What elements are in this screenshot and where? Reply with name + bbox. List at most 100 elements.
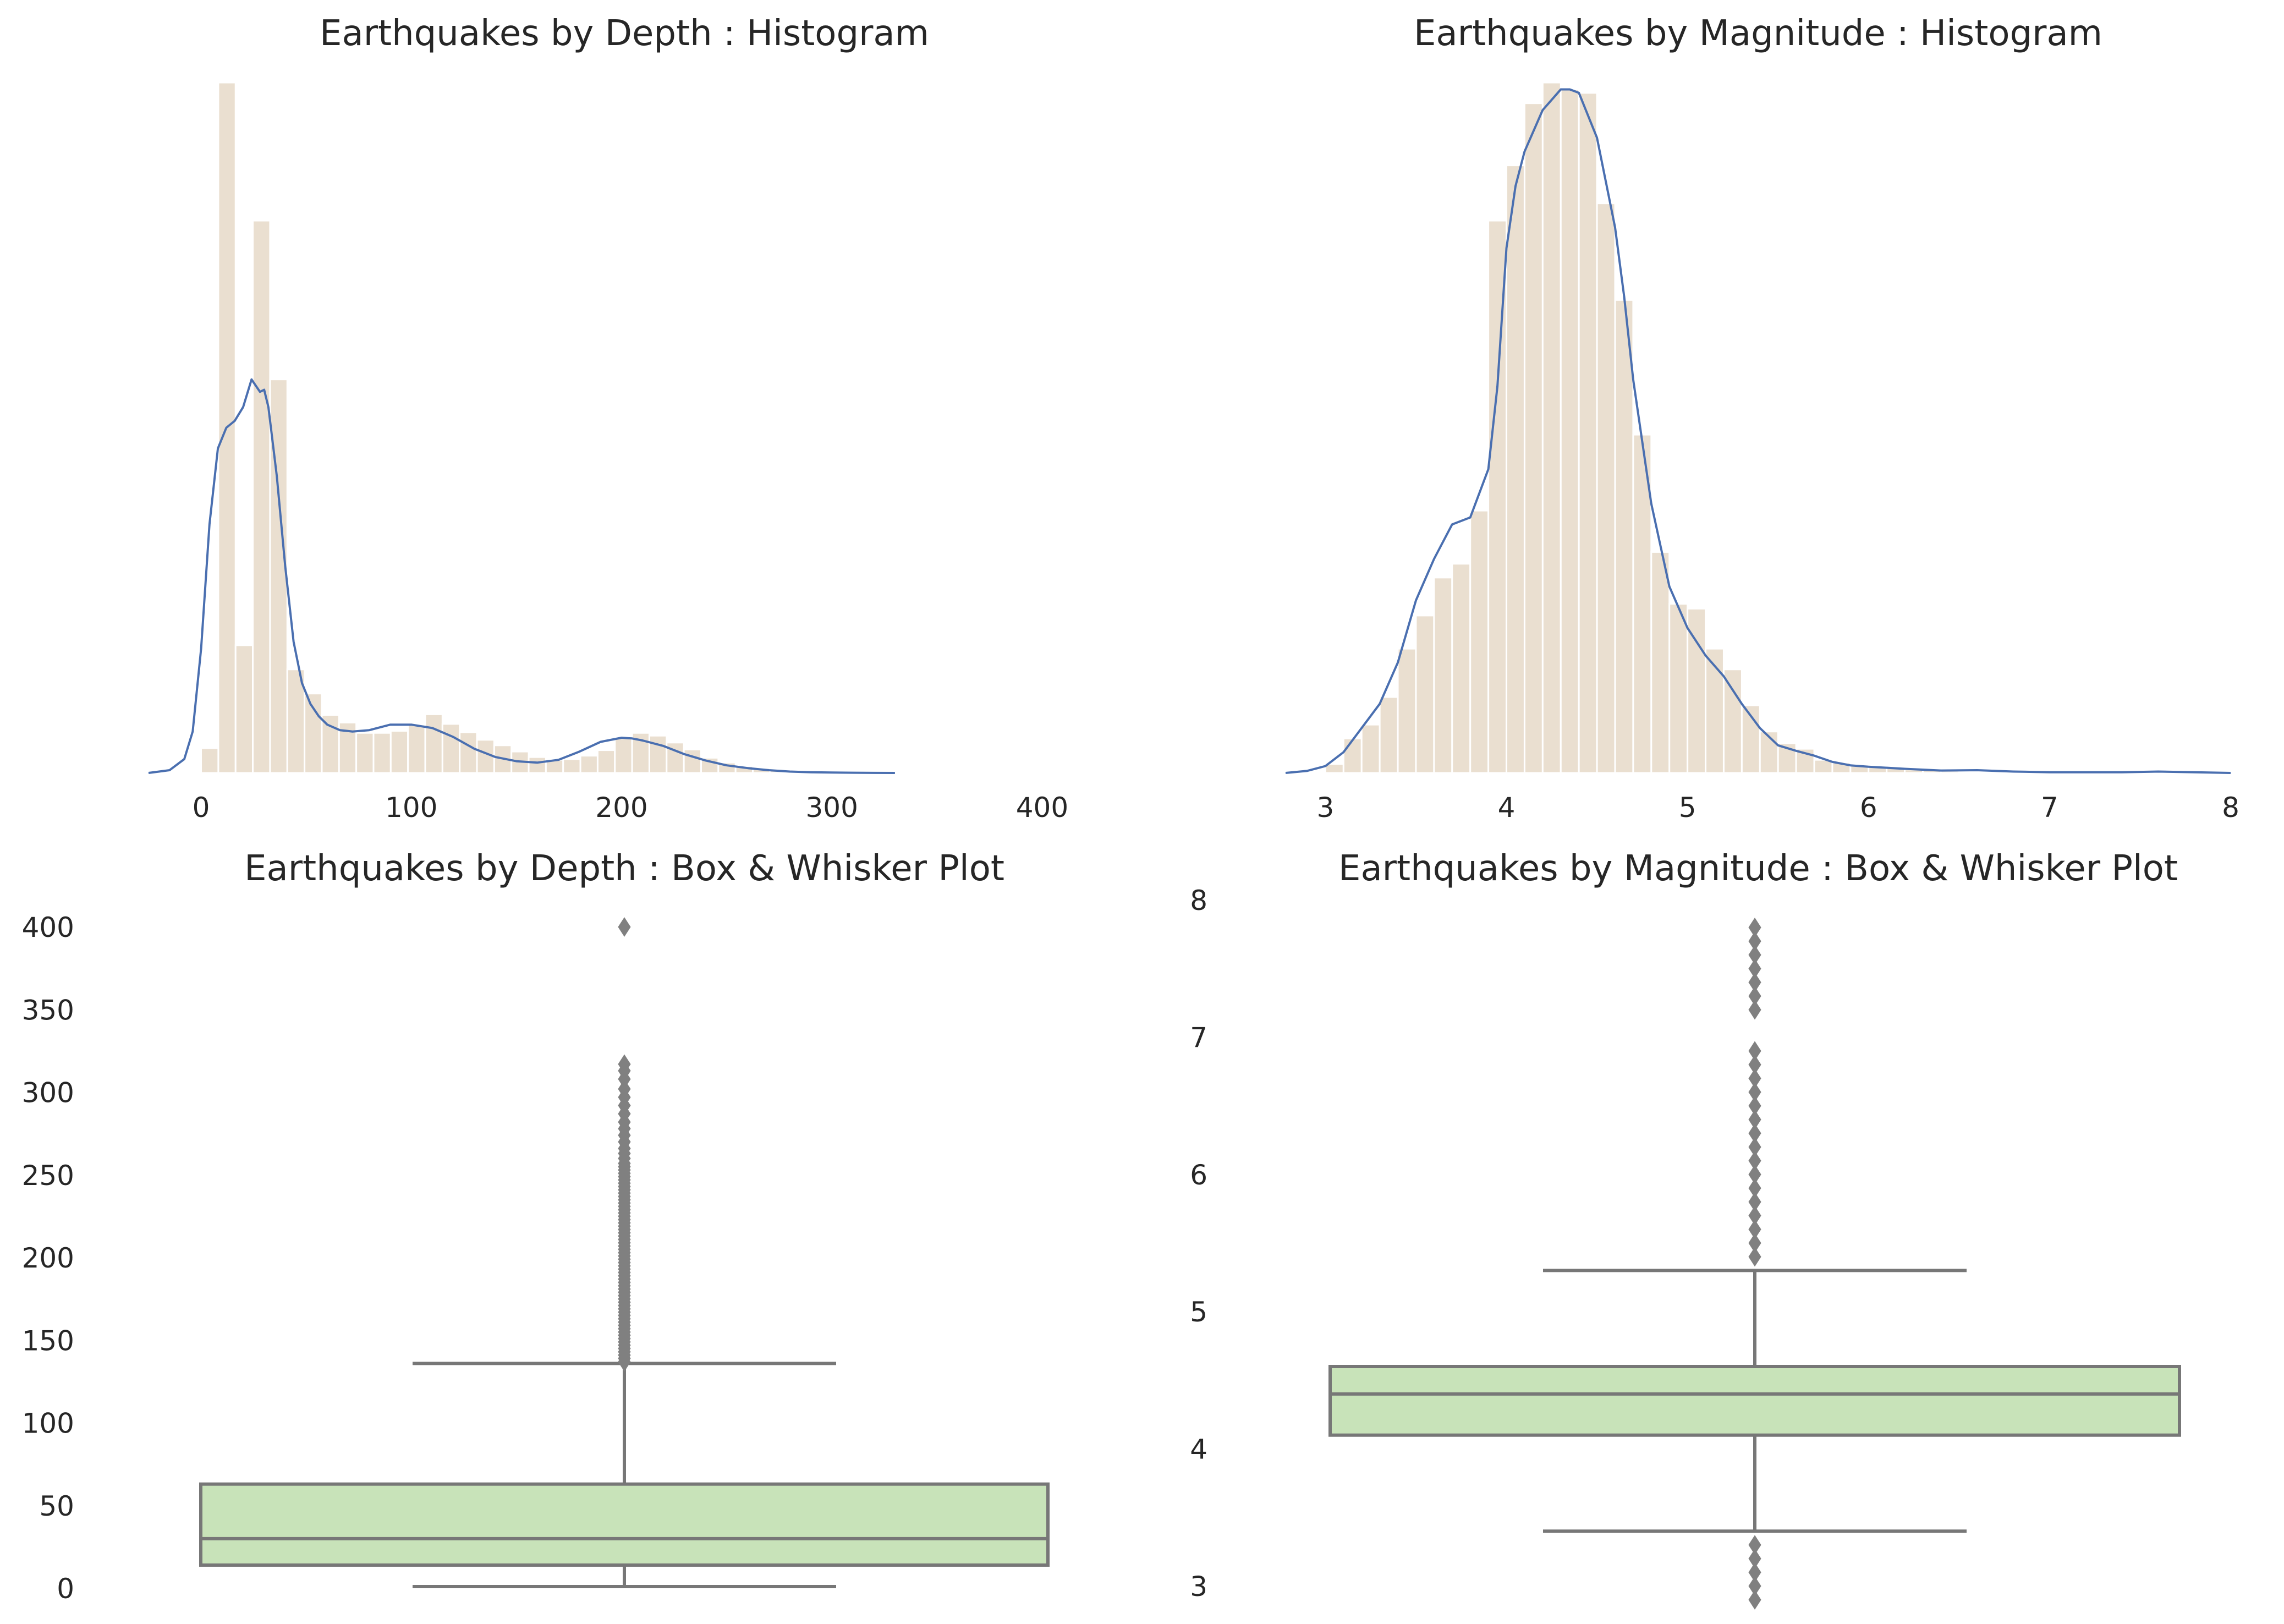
histogram-bar	[372, 732, 392, 774]
histogram-bar	[648, 734, 668, 774]
histogram-bar	[1632, 434, 1652, 774]
histogram-bar	[304, 693, 323, 774]
outlier-marker	[1748, 1000, 1761, 1020]
histogram-bar	[596, 749, 616, 774]
outlier-marker	[1748, 1247, 1761, 1267]
outlier-marker	[1748, 1233, 1761, 1253]
x-tick-label: 300	[806, 792, 858, 824]
histogram-bar	[1360, 723, 1381, 774]
histogram-bar	[407, 723, 426, 774]
histogram-bar	[1722, 668, 1743, 774]
outlier-marker	[1748, 1192, 1761, 1212]
histogram-bar	[1415, 615, 1435, 774]
magnitude-boxplot-panel: Earthquakes by Magnitude : Box & Whisker…	[1190, 848, 2181, 1610]
histogram-bar	[528, 756, 547, 774]
outlier-marker	[1748, 1205, 1761, 1226]
histogram-bar	[1397, 648, 1417, 774]
histogram-bar	[1650, 551, 1671, 774]
outlier-marker	[1748, 986, 1761, 1006]
y-tick-label: 5	[1190, 1296, 1207, 1328]
histogram-bar	[1668, 603, 1689, 774]
y-tick-label: 300	[22, 1077, 74, 1109]
outlier-marker	[1748, 1178, 1761, 1198]
y-tick-label: 200	[22, 1242, 74, 1274]
outlier-marker	[1748, 931, 1761, 951]
histogram-bar	[1976, 771, 1996, 774]
outlier-marker	[618, 1079, 631, 1099]
histogram-bar	[1795, 748, 1815, 774]
histogram-bar	[1578, 92, 1598, 774]
histogram-bar	[1451, 563, 1472, 774]
histogram-bar	[200, 747, 219, 774]
outlier-marker	[1748, 1164, 1761, 1184]
kde-curve	[1285, 88, 2231, 774]
histogram-bar	[1614, 299, 1634, 774]
y-tick-label: 3	[1190, 1571, 1207, 1603]
depth-histogram-title: Earthquakes by Depth : Histogram	[320, 13, 929, 54]
outlier-marker	[1748, 1123, 1761, 1143]
histogram-bar	[1379, 696, 1399, 774]
histogram-bar	[1596, 202, 1616, 774]
x-tick-label: 0	[193, 792, 210, 824]
outlier-marker	[618, 1054, 631, 1074]
x-tick-label: 3	[1317, 792, 1335, 824]
x-tick-label: 400	[1016, 792, 1068, 824]
outlier-marker	[1748, 917, 1761, 937]
histogram-bar	[1469, 509, 1490, 774]
outlier-marker	[1748, 1150, 1761, 1171]
histogram-bar	[1759, 731, 1779, 774]
histogram-bar	[441, 723, 461, 774]
magnitude-histogram-panel: Earthquakes by Magnitude : Histogram 3 4 5…	[1285, 13, 2239, 824]
histogram-bar	[321, 714, 340, 774]
histogram-bar	[1506, 164, 1525, 774]
histogram-bar	[252, 220, 271, 774]
histogram-bar	[459, 731, 478, 774]
histogram-bar	[1687, 607, 1707, 774]
outlier-marker	[1748, 1055, 1761, 1075]
histogram-bar	[1342, 737, 1363, 774]
histogram-bar	[1560, 89, 1580, 774]
histogram-bar	[579, 755, 599, 774]
outlier-marker	[1748, 1041, 1761, 1061]
outlier-marker	[1748, 1110, 1761, 1129]
histogram-bar	[1958, 770, 1978, 774]
magnitude-boxplot-title: Earthquakes by Magnitude : Box & Whisker…	[1338, 848, 2178, 889]
outlier-marker	[1748, 958, 1761, 979]
histogram-bar	[217, 81, 237, 774]
y-tick-label: 400	[22, 912, 74, 943]
outlier-marker	[618, 917, 631, 937]
y-tick-label: 8	[1190, 885, 1207, 917]
y-tick-label: 7	[1190, 1022, 1207, 1054]
histogram-bar	[562, 758, 581, 774]
outlier-marker	[1748, 1576, 1761, 1596]
x-tick-label: 200	[595, 792, 647, 824]
y-tick-label: 50	[39, 1490, 74, 1522]
histogram-bars	[1324, 81, 2232, 774]
kde-curve	[148, 378, 895, 774]
depth-boxplot-panel: Earthquakes by Depth : Box & Whisker Plo…	[22, 848, 1050, 1605]
outlier-marker	[1748, 1535, 1761, 1555]
histogram-bar	[1523, 102, 1544, 774]
histogram-bar	[1433, 577, 1453, 774]
histogram-bar	[286, 668, 306, 774]
y-tick-label: 100	[22, 1408, 74, 1440]
histogram-bar	[234, 644, 254, 774]
y-tick-label: 6	[1190, 1159, 1207, 1191]
outlier-marker	[1748, 1137, 1761, 1157]
depth-histogram-panel: Earthquakes by Depth : Histogram 0 100 200…	[148, 13, 1068, 824]
outlier-marker	[1748, 1562, 1761, 1583]
outlier-marker	[1748, 945, 1761, 965]
histogram-bar	[355, 732, 375, 774]
x-tick-label: 4	[1498, 792, 1516, 824]
outlier-marker	[1748, 1549, 1761, 1569]
outlier-marker	[1748, 1590, 1761, 1610]
histogram-bars	[200, 81, 875, 774]
outlier-marker	[1748, 972, 1761, 992]
magnitude-histogram-title: Earthquakes by Magnitude : Histogram	[1414, 13, 2102, 54]
interquartile-box	[1328, 1365, 2181, 1437]
depth-boxplot-title: Earthquakes by Depth : Box & Whisker Plo…	[244, 848, 1004, 889]
x-tick-label: 8	[2222, 792, 2239, 824]
histogram-bar	[424, 713, 443, 774]
outlier-points	[1748, 917, 1761, 1610]
y-tick-label: 350	[22, 994, 74, 1026]
